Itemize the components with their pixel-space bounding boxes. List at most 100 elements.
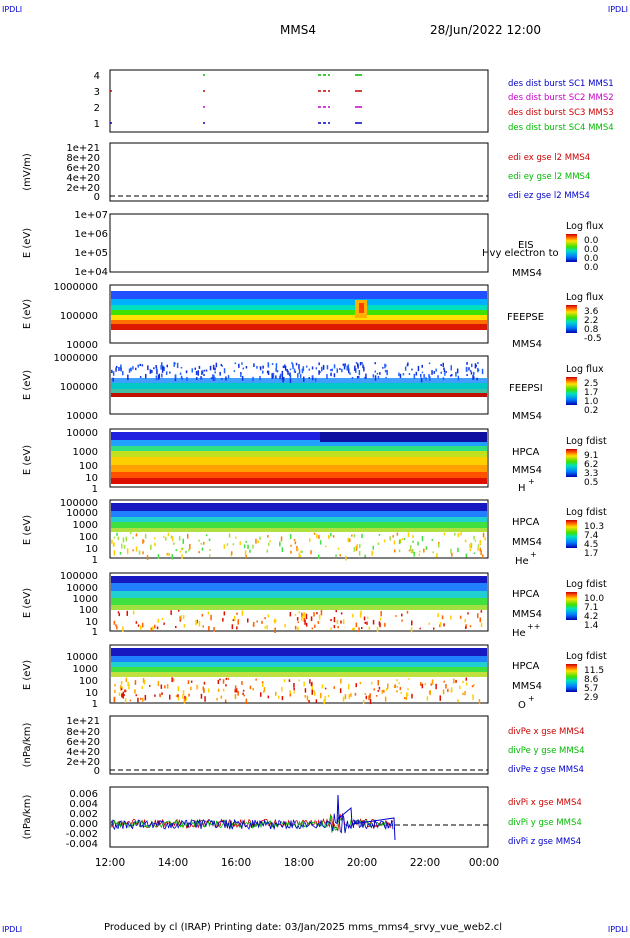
- species-charge: +: [528, 694, 535, 703]
- panel-hpca-h: 10000 1000 100 10 1 E (eV) HPCA MMS4 H +…: [22, 428, 607, 495]
- speckle-mark: [183, 624, 186, 628]
- y-axis-label: E (eV): [22, 588, 33, 618]
- speckle-mark: [477, 544, 480, 548]
- speckle-mark: [411, 693, 413, 699]
- speckle-mark: [238, 363, 240, 368]
- instrument-label: HPCA: [512, 517, 540, 528]
- speckle-mark: [121, 686, 123, 689]
- speckle-mark: [372, 619, 375, 625]
- speckle-mark: [410, 549, 413, 554]
- speckle-mark: [367, 616, 369, 619]
- panel-divpi: 0.006 0.004 0.002 0.000 -0.002 -0.004 (n…: [22, 786, 582, 850]
- y-tick-label: 1000000: [53, 353, 98, 364]
- speckle-mark: [431, 370, 433, 375]
- speckle-mark: [209, 554, 211, 557]
- speckle-mark: [412, 549, 414, 554]
- speckle-mark: [475, 364, 477, 367]
- speckle-mark: [337, 547, 340, 550]
- speckle-mark: [164, 685, 166, 689]
- speckle-mark: [220, 364, 223, 366]
- speckle-mark: [358, 375, 360, 379]
- speckle-mark: [327, 695, 330, 698]
- speckle-mark: [325, 545, 327, 548]
- speckle-mark: [407, 532, 410, 537]
- speckle-mark: [443, 532, 446, 536]
- speckle-mark: [358, 551, 361, 556]
- speckle-mark: [163, 535, 165, 538]
- y-tick-label: 100000: [60, 382, 98, 393]
- speckle-mark: [253, 363, 255, 367]
- speckle-mark: [182, 694, 184, 699]
- speckle-mark: [201, 370, 203, 375]
- x-tick-label: 12:00: [95, 857, 125, 869]
- speckle-mark: [374, 362, 376, 365]
- speckle-mark: [440, 364, 442, 366]
- speckle-mark: [151, 626, 154, 630]
- speckle-mark: [155, 365, 157, 368]
- y-tick-label: 4e+20: [66, 747, 100, 758]
- legend-entry: des dist burst SC4 MMS4: [508, 123, 614, 133]
- speckle-mark: [474, 539, 477, 542]
- speckle-mark: [161, 617, 164, 620]
- speckle-mark: [154, 624, 156, 629]
- speckle-mark: [460, 532, 462, 536]
- speckle-mark: [377, 680, 379, 686]
- panel-feepsi: 1000000 100000 10000 E (eV) FEEPSI MMS4 …: [22, 353, 604, 422]
- speckle-mark: [294, 541, 297, 545]
- speckle-mark: [313, 690, 315, 693]
- speckle-mark: [216, 697, 218, 701]
- speckle-mark: [283, 679, 286, 683]
- speckle-mark: [122, 626, 124, 632]
- speckle-mark: [364, 621, 366, 624]
- speckle-mark: [442, 689, 445, 695]
- corner-label-bottom-right: IPDLI: [608, 925, 628, 934]
- speckle-mark: [303, 617, 305, 622]
- speckle-mark: [289, 372, 291, 377]
- speckle-mark: [230, 554, 233, 557]
- speckle-mark: [185, 370, 188, 374]
- y-tick-label: 4e+20: [66, 173, 100, 184]
- speckle-mark: [252, 687, 254, 691]
- y-tick-label: 100: [79, 676, 98, 687]
- x-tick-label: 20:00: [347, 857, 377, 869]
- speckle-mark: [407, 688, 409, 691]
- speckle-mark: [123, 544, 126, 549]
- speckle-mark: [326, 365, 329, 370]
- spacecraft-label: MMS4: [512, 411, 542, 422]
- speckle-mark: [377, 542, 380, 545]
- speckle-mark: [321, 684, 324, 689]
- instrument-label: HPCA: [512, 661, 540, 672]
- speckle-mark: [288, 679, 291, 682]
- speckle-mark: [412, 535, 414, 539]
- speckle-mark: [348, 694, 350, 699]
- speckle-mark: [383, 689, 385, 693]
- speckle-mark: [278, 695, 280, 699]
- speckle-mark: [384, 363, 386, 369]
- speckle-mark: [400, 691, 402, 694]
- speckle-mark: [406, 693, 409, 696]
- speckle-mark: [419, 627, 421, 630]
- speckle-mark: [137, 365, 140, 368]
- speckle-mark: [345, 555, 347, 561]
- speckle-mark: [159, 693, 161, 696]
- speckle-mark: [304, 695, 306, 698]
- speckle-mark: [266, 370, 269, 374]
- speckle-mark: [419, 550, 421, 553]
- speckle-mark: [149, 369, 152, 374]
- speckle-mark: [349, 372, 351, 375]
- speckle-mark: [420, 377, 423, 383]
- speckle-mark: [378, 686, 381, 690]
- speckle-mark: [298, 364, 300, 370]
- speckle-mark: [114, 684, 116, 687]
- colorbar: [566, 305, 577, 333]
- y-tick-label: 3: [94, 87, 100, 98]
- speckle-mark: [177, 697, 180, 701]
- speckle-mark: [376, 372, 379, 375]
- y-tick-label: 1e+07: [74, 210, 108, 221]
- colorbar-tick: 4.2: [584, 612, 598, 622]
- speckle-mark: [371, 681, 373, 685]
- speckle-mark: [347, 537, 349, 543]
- speckle-mark: [194, 367, 196, 370]
- speckle-mark: [366, 621, 368, 625]
- speckle-mark: [441, 615, 444, 620]
